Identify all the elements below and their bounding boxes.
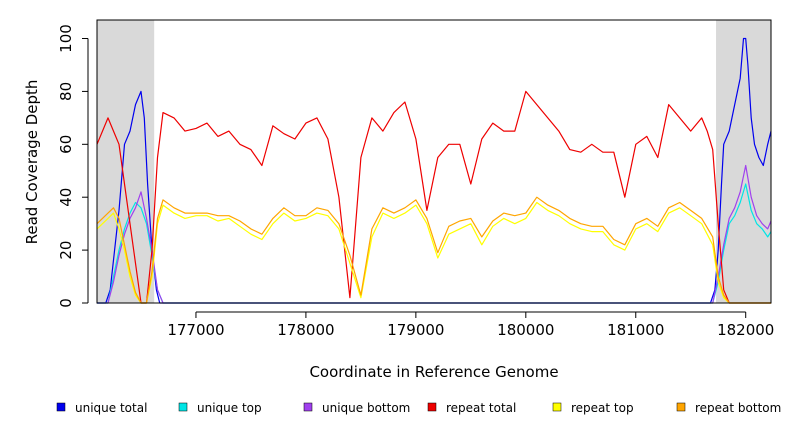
legend-label: repeat top [571,401,634,415]
x-tick-label: 178000 [277,321,334,339]
shaded-region-2 [716,20,771,303]
legend-label: unique total [75,401,147,415]
x-tick-label: 181000 [607,321,664,339]
legend-label: repeat total [446,401,516,415]
legend-label: unique top [197,401,262,415]
legend-swatch [552,402,562,412]
x-axis: 177000 178000 179000 180000 181000 182000 [167,311,774,339]
series-line-repeat-top [96,201,771,304]
x-tick-label: 182000 [717,321,774,339]
legend-swatch [178,402,188,412]
series-lines [96,37,772,304]
shaded-regions [97,20,771,303]
y-tick-label: 100 [57,24,75,53]
y-axis: 0 20 40 60 80 100 [57,24,89,308]
y-tick-label: 0 [57,298,75,308]
series-line-unique-top [97,183,772,304]
legend-swatch [56,402,66,412]
series-line-repeat-total [96,90,771,304]
legend: unique total unique top unique bottom repea… [56,401,781,415]
series-line-unique-bottom [97,164,772,304]
plot-frame [96,19,772,304]
y-tick-label: 80 [57,82,75,101]
legend-swatch [676,402,686,412]
x-axis-title: Coordinate in Reference Genome [309,363,558,381]
x-tick-label: 177000 [167,321,224,339]
y-tick-label: 60 [57,135,75,154]
y-axis-title: Read Coverage Depth [23,80,41,245]
legend-label: unique bottom [322,401,410,415]
series-line-repeat-bottom [96,196,771,304]
legend-label: repeat bottom [695,401,781,415]
legend-swatch [427,402,437,412]
series-line-unique-total [97,37,772,304]
y-tick-label: 40 [57,188,75,207]
x-tick-label: 179000 [387,321,444,339]
shaded-region-1 [97,20,155,303]
x-tick-label: 180000 [497,321,554,339]
legend-swatch [303,402,313,412]
y-tick-label: 20 [57,241,75,260]
